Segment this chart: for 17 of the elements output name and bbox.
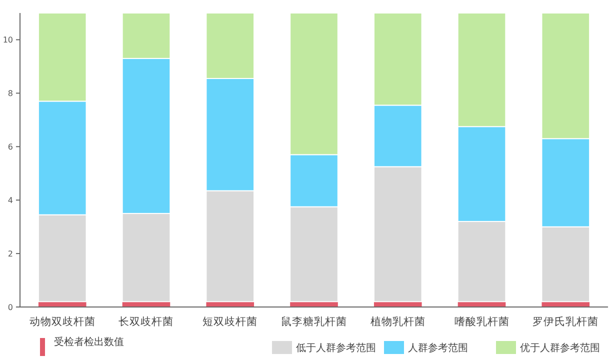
x-tick-label: 鼠李糖乳杆菌 bbox=[281, 315, 347, 328]
x-tick-label: 嗜酸乳杆菌 bbox=[454, 315, 510, 328]
x-tick-label: 动物双歧杆菌 bbox=[29, 315, 96, 328]
x-tick-label: 植物乳杆菌 bbox=[370, 315, 426, 328]
y-tick-label: 4 bbox=[8, 196, 13, 205]
x-tick-label: 长双歧杆菌 bbox=[118, 315, 174, 328]
y-tick-label: 6 bbox=[8, 142, 13, 152]
legend-label: 人群参考范围 bbox=[408, 342, 468, 354]
x-tick-label: 短双歧杆菌 bbox=[202, 315, 258, 328]
y-tick-label: 2 bbox=[8, 249, 13, 258]
y-tick-label: 8 bbox=[8, 88, 13, 98]
y-tick-label: 0 bbox=[8, 302, 13, 312]
x-tick-label: 罗伊氏乳杆菌 bbox=[532, 315, 599, 328]
legend-label: 优于人群参考范围 bbox=[520, 342, 600, 354]
legend-label: 低于人群参考范围 bbox=[296, 342, 376, 354]
y-tick-label: 10 bbox=[2, 36, 13, 45]
legend-label: 受检者检出数值 bbox=[54, 336, 124, 348]
